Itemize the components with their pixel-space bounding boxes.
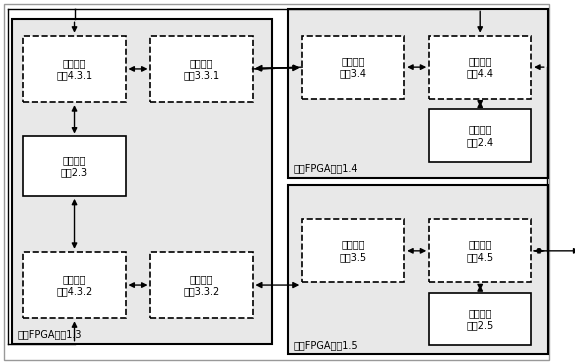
Text: 第四设计
模块2.4: 第四设计 模块2.4 <box>467 125 494 147</box>
Bar <box>151 36 252 102</box>
Text: 第四训练
单元4.4: 第四训练 单元4.4 <box>467 56 494 78</box>
Text: 第五设计
模块2.5: 第五设计 模块2.5 <box>466 308 494 330</box>
Text: 第五高速
接口3.5: 第五高速 接口3.5 <box>340 240 367 262</box>
Text: 第六高速
接口3.3.2: 第六高速 接口3.3.2 <box>183 274 220 296</box>
Bar <box>24 252 125 318</box>
Bar <box>24 36 125 102</box>
Bar <box>302 36 404 99</box>
Bar <box>302 219 404 282</box>
Bar <box>13 19 272 344</box>
Text: 第三设计
模块2.3: 第三设计 模块2.3 <box>61 155 88 178</box>
Text: 第五FPGA芯片1.5: 第五FPGA芯片1.5 <box>294 340 359 350</box>
Bar <box>429 293 531 346</box>
Bar <box>151 252 252 318</box>
Text: 第三FPGA芯片1.3: 第三FPGA芯片1.3 <box>18 329 82 339</box>
Bar <box>289 9 548 178</box>
Bar <box>24 136 125 196</box>
Text: 第三训练
单元4.3.1: 第三训练 单元4.3.1 <box>56 58 93 80</box>
Text: 第三高速
接口3.3.1: 第三高速 接口3.3.1 <box>183 58 220 80</box>
Bar <box>429 110 531 162</box>
Text: 第四FPGA芯片1.4: 第四FPGA芯片1.4 <box>294 164 358 174</box>
Bar <box>289 185 548 354</box>
Text: 第四高速
接口3.4: 第四高速 接口3.4 <box>340 56 367 78</box>
Bar <box>429 36 531 99</box>
Bar <box>429 219 531 282</box>
Text: 第五训练
单元4.5: 第五训练 单元4.5 <box>467 240 494 262</box>
Text: 第六训练
单元4.3.2: 第六训练 单元4.3.2 <box>56 274 93 296</box>
